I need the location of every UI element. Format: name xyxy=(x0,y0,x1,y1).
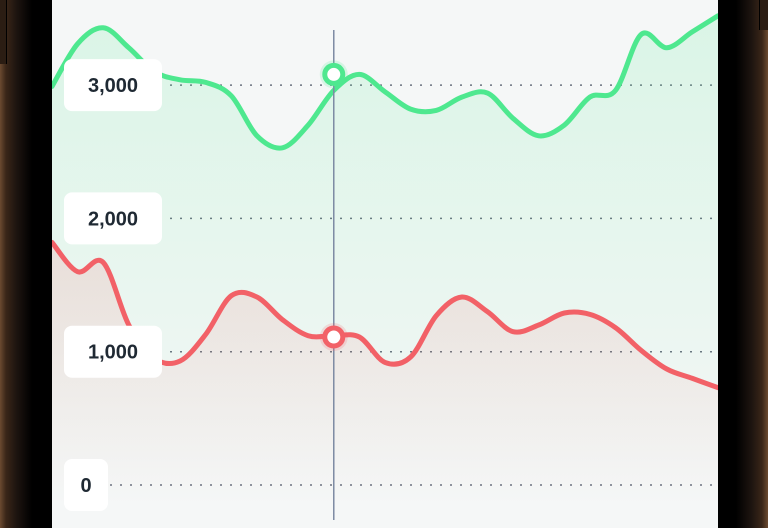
y-tick-pill xyxy=(64,192,162,245)
phone-side-button-right xyxy=(759,0,768,30)
y-tick-pill xyxy=(64,459,108,511)
crosshair-marker-series-1[interactable] xyxy=(322,62,346,86)
y-tick-pill xyxy=(64,59,162,112)
y-tick-pill xyxy=(64,325,162,378)
crosshair-marker-series-2[interactable] xyxy=(322,325,346,349)
series-1-line[interactable] xyxy=(52,13,718,151)
phone-side-button-left xyxy=(0,0,7,64)
y-tick-label: 2,000 xyxy=(88,208,138,230)
y-tick-label: 3,000 xyxy=(88,75,138,97)
y-tick-label: 0 xyxy=(80,475,91,497)
series-2-area xyxy=(52,242,718,505)
y-tick-label: 1,000 xyxy=(88,342,138,364)
